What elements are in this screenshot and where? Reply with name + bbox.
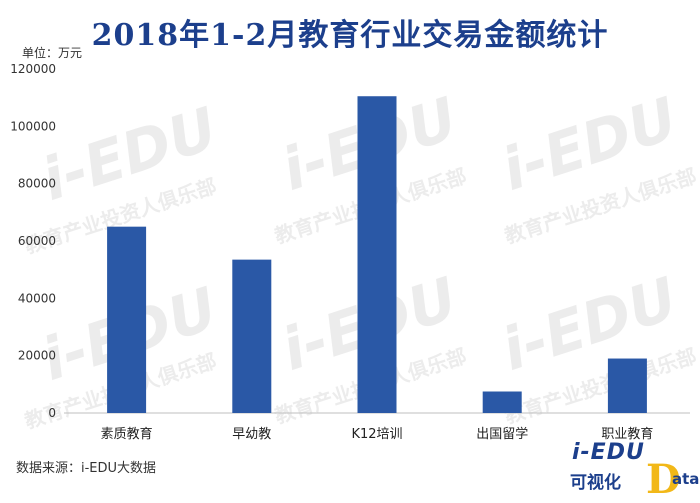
x-tick-label: K12培训 <box>351 426 402 442</box>
y-tick-label: 40000 <box>18 291 56 305</box>
bar <box>232 259 272 413</box>
x-tick-label: 出国留学 <box>476 426 528 442</box>
brand-logo-top: i-EDU <box>572 440 645 465</box>
brand-logo-ata: ata <box>672 470 700 488</box>
unit-label: 单位：万元 <box>22 46 83 60</box>
y-tick-label: 0 <box>48 406 56 420</box>
brand-logo-bottom: 可视化 <box>570 473 621 493</box>
brand-logo-d: D <box>646 456 681 503</box>
bar <box>357 96 397 413</box>
x-tick-label: 职业教育 <box>601 426 653 442</box>
y-tick-label: 60000 <box>18 234 56 248</box>
title-bar: 2018年1-2月教育行业交易金额统计 <box>0 0 700 58</box>
source-note: 数据来源：i-EDU大数据 <box>16 461 157 476</box>
y-tick-label: 80000 <box>18 177 56 191</box>
y-tick-label: 100000 <box>10 119 56 133</box>
y-tick-label: 120000 <box>10 62 56 76</box>
y-tick-label: 20000 <box>18 349 56 363</box>
x-tick-label: 素质教育 <box>101 426 153 442</box>
brand-logo: i-EDU 可视化 D ata <box>568 440 700 503</box>
bar <box>107 226 147 413</box>
bar <box>607 358 647 413</box>
chart-title: 2018年1-2月教育行业交易金额统计 <box>91 18 609 53</box>
x-tick-label: 早幼教 <box>232 426 271 442</box>
bar <box>482 391 522 413</box>
